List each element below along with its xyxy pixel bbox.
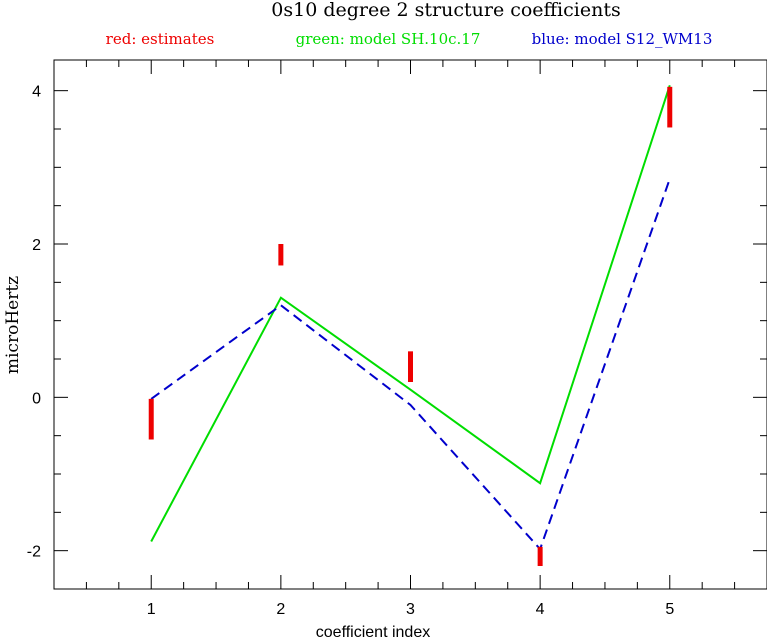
x-axis-label: coefficient index bbox=[316, 624, 430, 641]
legend-model-sh10c17: green: model SH.10c.17 bbox=[296, 30, 481, 48]
y-tick-label: 2 bbox=[32, 237, 41, 254]
x-tick-label: 4 bbox=[536, 601, 545, 618]
series-line-2 bbox=[150, 178, 671, 552]
y-axis-label: microHertz bbox=[3, 276, 23, 374]
legend-model-s12wm13: blue: model S12_WM13 bbox=[532, 30, 713, 48]
legend-estimates: red: estimates bbox=[106, 30, 215, 48]
plot-frame bbox=[53, 59, 767, 590]
axis-ticks bbox=[54, 60, 767, 590]
model-lines bbox=[150, 84, 671, 552]
series-line-1 bbox=[150, 84, 671, 542]
estimate-bars bbox=[148, 86, 673, 566]
x-tick-label: 3 bbox=[406, 601, 415, 618]
y-tick-label: 4 bbox=[32, 84, 41, 101]
chart-title: 0s10 degree 2 structure coefficients bbox=[271, 0, 620, 21]
x-tick-label: 2 bbox=[276, 601, 285, 618]
y-tick-label: 0 bbox=[32, 390, 41, 407]
x-tick-label: 5 bbox=[665, 601, 674, 618]
axis-tick-labels: 1 2 3 4 5 -2 0 2 4 bbox=[27, 84, 675, 618]
y-tick-label: -2 bbox=[27, 544, 41, 561]
x-tick-label: 1 bbox=[147, 601, 156, 618]
